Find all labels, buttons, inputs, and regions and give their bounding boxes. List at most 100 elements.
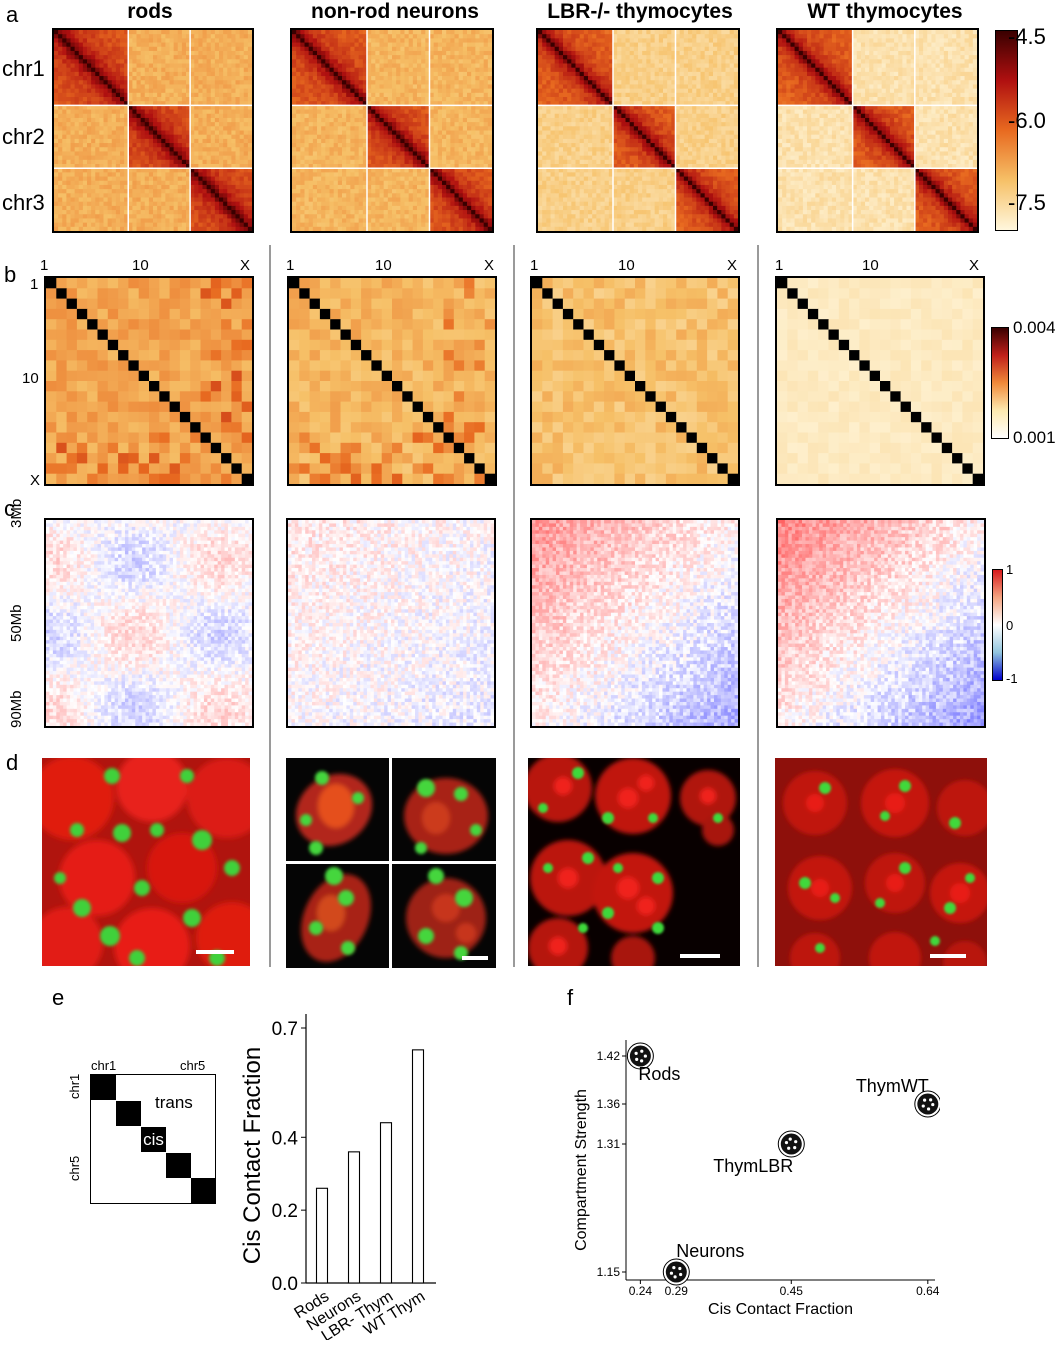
interchrom-map-svg bbox=[532, 278, 738, 484]
row-b-ytick-x: X bbox=[30, 472, 40, 489]
correlation-map-svg bbox=[532, 520, 738, 726]
row-b-ytick-1: 1 bbox=[30, 276, 38, 293]
cis-trans-schematic: chr1 chr5 chr1 chr5 cis trans bbox=[67, 1055, 230, 1225]
row-c-ytick-90mb: 90Mb bbox=[8, 690, 25, 728]
microscopy-image-wt-thymocytes bbox=[775, 758, 987, 966]
scale-bar-lbr-thymocytes bbox=[680, 954, 720, 958]
compartment-scatter-plot: 0.24 0.29 0.45 0.64 1.42 1.36 1.31 1.15 Cis Cont… bbox=[560, 1030, 942, 1330]
row-b-xtick-1-c1: 1 bbox=[286, 257, 294, 274]
hic-chr-map-lbr-thymocytes bbox=[536, 28, 740, 233]
panel-letter-d: d bbox=[6, 750, 18, 776]
scatter-x-tick-label: 0.45 bbox=[780, 1284, 804, 1298]
scatter-x-axis-label: Cis Contact Fraction bbox=[708, 1301, 853, 1318]
colorbar-c bbox=[992, 569, 1003, 681]
scale-bar-rods bbox=[196, 950, 234, 954]
row-b-xtick-10-c0: 10 bbox=[132, 257, 149, 274]
panel-letter-b: b bbox=[4, 262, 16, 288]
column-title-non-rod-neurons: non-rod neurons bbox=[280, 0, 510, 24]
bar-rods bbox=[315, 1187, 329, 1284]
panel-letter-e: e bbox=[52, 985, 64, 1011]
hic-chr-map-svg bbox=[538, 30, 738, 231]
column-separator-3 bbox=[757, 245, 759, 967]
correlation-map-lbr-thymocytes bbox=[530, 518, 740, 728]
column-title-lbr-thymocytes: LBR-/- thymocytes bbox=[525, 0, 755, 24]
interchrom-map-rods bbox=[44, 276, 254, 486]
schematic-block-2 bbox=[116, 1101, 141, 1126]
colorbar-b bbox=[991, 327, 1009, 439]
row-b-xtick-x-c1: X bbox=[484, 257, 494, 274]
scatter-x-tick-label: 0.24 bbox=[629, 1284, 653, 1298]
scatter-point-label: Neurons bbox=[676, 1241, 744, 1261]
bar-y-tick-label: 0.4 bbox=[272, 1128, 299, 1149]
hic-chr-map-rods bbox=[52, 28, 254, 233]
scale-bar-neurons bbox=[462, 956, 488, 960]
interchrom-map-svg bbox=[289, 278, 495, 484]
interchrom-map-svg bbox=[46, 278, 252, 484]
schematic-label-chr1-left: chr1 bbox=[67, 1074, 82, 1099]
cis-contact-bar-chart: 0.0 0.2 0.4 0.7 Cis Contact Fraction Rods Neur… bbox=[236, 988, 466, 1345]
row-b-xtick-1-c3: 1 bbox=[775, 257, 783, 274]
schematic-matrix: cis trans bbox=[90, 1074, 216, 1204]
scatter-x-tick-label: 0.29 bbox=[665, 1284, 689, 1298]
bar-neurons bbox=[347, 1151, 361, 1284]
correlation-map-neurons bbox=[286, 518, 496, 728]
colorbar-a-tick-top: -4.5 bbox=[1008, 24, 1046, 50]
hic-chr-map-svg bbox=[292, 30, 492, 231]
colorbar-c-tick-bottom: -1 bbox=[1006, 671, 1018, 686]
panel-letter-a: a bbox=[6, 2, 18, 28]
scatter-point-neurons bbox=[662, 1258, 690, 1286]
bar-lbr-thym bbox=[379, 1122, 393, 1284]
scatter-point-label: ThymWT bbox=[856, 1076, 929, 1096]
bar-y-axis-label: Cis Contact Fraction bbox=[239, 1047, 266, 1264]
column-separator-1 bbox=[269, 245, 271, 967]
correlation-map-wt-thymocytes bbox=[776, 518, 986, 728]
column-separator-2 bbox=[513, 245, 515, 967]
scatter-point-label: ThymLBR bbox=[713, 1156, 793, 1176]
interchrom-map-lbr-thymocytes bbox=[530, 276, 740, 486]
row-b-xtick-1-c0: 1 bbox=[40, 257, 48, 274]
microscopy-image-rods bbox=[42, 758, 250, 966]
colorbar-c-tick-top: 1 bbox=[1006, 562, 1013, 577]
colorbar-a-tick-mid: -6.0 bbox=[1008, 108, 1046, 134]
schematic-label-chr5-left: chr5 bbox=[67, 1156, 82, 1181]
scatter-x-tick-label: 0.64 bbox=[916, 1284, 940, 1298]
row-a-label-chr2: chr2 bbox=[2, 124, 45, 150]
correlation-map-svg bbox=[778, 520, 984, 726]
row-b-xtick-10-c2: 10 bbox=[618, 257, 635, 274]
bar-y-tick-label: 0.0 bbox=[272, 1274, 298, 1295]
colorbar-a-tick-bottom: -7.5 bbox=[1008, 190, 1046, 216]
bar-wt-thym bbox=[411, 1049, 425, 1284]
hic-chr-map-svg bbox=[778, 30, 977, 231]
colorbar-a bbox=[995, 30, 1018, 231]
row-b-xtick-10-c1: 10 bbox=[375, 257, 392, 274]
schematic-label-chr1-top: chr1 bbox=[91, 1058, 116, 1073]
schematic-block-1 bbox=[91, 1075, 116, 1100]
scatter-y-axis-label: Compartment Strength bbox=[573, 1089, 590, 1251]
colorbar-c-tick-mid: 0 bbox=[1006, 618, 1013, 633]
scatter-point-thymlbr bbox=[777, 1130, 805, 1158]
scatter-y-tick-label: 1.36 bbox=[597, 1097, 621, 1111]
scatter-point-thymwt bbox=[914, 1090, 942, 1118]
correlation-map-svg bbox=[46, 520, 252, 726]
row-a-label-chr3: chr3 bbox=[2, 190, 45, 216]
row-c-ytick-50mb: 50Mb bbox=[8, 604, 25, 642]
row-b-ytick-10: 10 bbox=[22, 370, 39, 387]
panel-letter-c: c bbox=[4, 496, 15, 522]
bar-y-tick-label: 0.2 bbox=[272, 1201, 298, 1222]
colorbar-b-tick-top: 0.004 bbox=[1013, 318, 1055, 338]
schematic-label-cis: cis bbox=[141, 1130, 166, 1150]
interchrom-map-neurons bbox=[287, 276, 497, 486]
row-b-xtick-x-c2: X bbox=[727, 257, 737, 274]
scatter-y-tick-label: 1.42 bbox=[597, 1049, 621, 1063]
scatter-y-tick-label: 1.31 bbox=[597, 1137, 621, 1151]
column-title-rods: rods bbox=[50, 0, 250, 24]
interchrom-map-svg bbox=[777, 278, 983, 484]
scale-bar-wt-thymocytes bbox=[930, 954, 966, 958]
scatter-point-label: Rods bbox=[638, 1064, 680, 1084]
scatter-y-tick-label: 1.15 bbox=[597, 1265, 621, 1279]
colorbar-b-tick-bottom: 0.001 bbox=[1013, 428, 1055, 448]
row-b-xtick-10-c3: 10 bbox=[862, 257, 879, 274]
correlation-map-rods bbox=[44, 518, 254, 728]
column-title-wt-thymocytes: WT thymocytes bbox=[770, 0, 1000, 24]
interchrom-map-wt-thymocytes bbox=[775, 276, 985, 486]
